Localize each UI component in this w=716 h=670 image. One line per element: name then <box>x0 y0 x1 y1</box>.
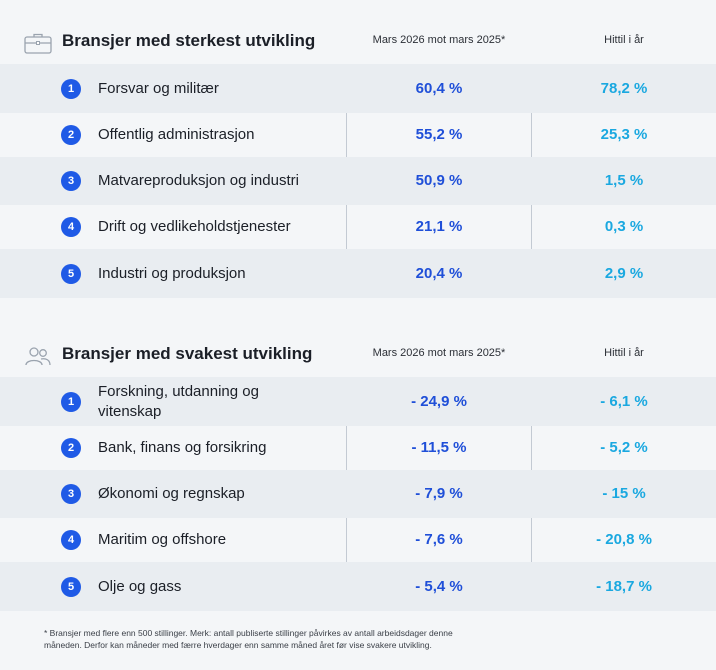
people-icon <box>25 347 51 366</box>
month-change-value: - 7,6 % <box>415 531 463 548</box>
ytd-change-value: - 18,7 % <box>596 577 652 595</box>
table-row: 1 Forskning, utdanning og vitenskap - 24,9… <box>0 377 716 426</box>
ytd-change-value: 0,3 % <box>604 218 644 235</box>
ytd-change-value: - 5,2 % <box>600 439 648 456</box>
rank-badge: 5 <box>61 263 81 284</box>
ytd-change-value: - 15 % <box>602 485 646 502</box>
rank-badge: 5 <box>61 576 81 597</box>
rank-badge: 2 <box>61 438 81 458</box>
month-change-value: 50,9 % <box>415 172 463 189</box>
month-change-value: 21,1 % <box>415 218 463 235</box>
month-change-value: 20,4 % <box>415 264 463 282</box>
column-header-month: Mars 2026 mot mars 2025* <box>372 34 506 46</box>
rank-badge: 1 <box>61 78 81 99</box>
industry-label: Olje og gass <box>98 577 182 595</box>
footnote: * Bransjer med flere enn 500 stillinger.… <box>44 628 453 650</box>
rank-badge: 2 <box>61 125 81 145</box>
industry-label: Industri og produksjon <box>98 264 246 282</box>
table-row: 5 Industri og produksjon 20,4 % 2,9 % <box>0 249 716 298</box>
ytd-change-value: 25,3 % <box>600 126 648 143</box>
table-row: 3 Matvareproduksjon og industri 50,9 % 1,5 … <box>0 157 716 205</box>
rank-badge: 3 <box>61 484 81 504</box>
table-row: 1 Forsvar og militær 60,4 % 78,2 % <box>0 64 716 113</box>
industry-label: Bank, finans og forsikring <box>98 439 267 456</box>
strongest-section: Bransjer med sterkest utvikling Mars 202… <box>0 20 716 64</box>
ytd-change-value: 1,5 % <box>604 172 644 189</box>
table-row: 2 Bank, finans og forsikring - 11,5 % - 5,2… <box>0 426 716 470</box>
ytd-change-value: - 6,1 % <box>600 392 648 410</box>
industry-label: Offentlig administrasjon <box>98 126 255 143</box>
ytd-change-value: 2,9 % <box>604 264 644 282</box>
column-header-month: Mars 2026 mot mars 2025* <box>372 347 506 359</box>
rank-badge: 4 <box>61 530 81 550</box>
rank-badge: 3 <box>61 171 81 191</box>
industry-label: Maritim og offshore <box>98 531 227 548</box>
table-row: 2 Offentlig administrasjon 55,2 % 25,3 % <box>0 113 716 157</box>
column-header-ytd: Hittil i år <box>604 347 644 359</box>
rank-badge: 1 <box>61 391 81 412</box>
month-change-value: - 24,9 % <box>411 392 467 410</box>
industry-label: Matvareproduksjon og industri <box>98 172 299 189</box>
table-row: 4 Maritim og offshore - 7,6 % - 20,8 % <box>0 518 716 562</box>
month-change-value: - 11,5 % <box>411 439 467 456</box>
industry-label: Forsvar og militær <box>98 79 219 97</box>
industry-label: Økonomi og regnskap <box>98 485 245 502</box>
weakest-header: Bransjer med svakest utvikling Mars 2026… <box>0 333 716 377</box>
table-row: 3 Økonomi og regnskap - 7,9 % - 15 % <box>0 470 716 518</box>
column-header-ytd: Hittil i år <box>604 34 644 46</box>
ytd-change-value: - 20,8 % <box>596 531 652 548</box>
month-change-value: - 5,4 % <box>415 577 463 595</box>
ytd-change-value: 78,2 % <box>600 79 648 97</box>
section-title: Bransjer med svakest utvikling <box>62 344 313 363</box>
table-row: 4 Drift og vedlikeholdstjenester 21,1 % 0,3… <box>0 205 716 249</box>
industry-label: Drift og vedlikeholdstjenester <box>98 218 291 235</box>
table-row: 5 Olje og gass - 5,4 % - 18,7 % <box>0 562 716 611</box>
strongest-header: Bransjer med sterkest utvikling Mars 202… <box>0 20 716 64</box>
weakest-section: Bransjer med svakest utvikling Mars 2026… <box>0 333 716 377</box>
industry-label: Forskning, utdanning og vitenskap <box>98 382 259 420</box>
briefcase-icon <box>24 33 52 54</box>
month-change-value: 60,4 % <box>415 79 463 97</box>
month-change-value: 55,2 % <box>415 126 463 143</box>
section-title: Bransjer med sterkest utvikling <box>62 31 316 50</box>
month-change-value: - 7,9 % <box>415 485 463 502</box>
rank-badge: 4 <box>61 217 81 237</box>
